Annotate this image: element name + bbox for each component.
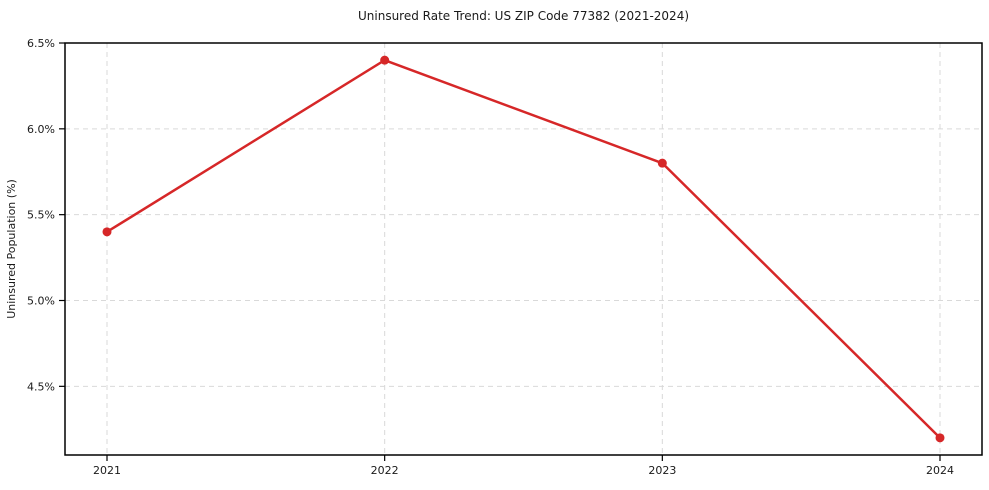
y-axis-label: Uninsured Population (%) [5, 179, 18, 319]
y-tick-label: 4.5% [27, 380, 55, 393]
x-tick-label: 2021 [93, 464, 121, 477]
y-tick-label: 5.5% [27, 209, 55, 222]
x-tick-label: 2024 [926, 464, 954, 477]
axis-layer: 4.5% 5.0% 5.5% 6.0% 6.5% 2021 2022 2023 2024 [27, 37, 954, 477]
x-tick-label: 2022 [371, 464, 399, 477]
data-point-2021 [102, 227, 112, 237]
grid-layer [65, 42, 982, 455]
y-tick-label: 5.0% [27, 295, 55, 308]
data-point-2023 [657, 158, 667, 168]
data-point-2022 [380, 55, 390, 65]
y-tick-label: 6.5% [27, 37, 55, 50]
y-tick-label: 6.0% [27, 123, 55, 136]
trend-line [105, 58, 942, 440]
chart-title: Uninsured Rate Trend: US ZIP Code 77382 … [358, 9, 689, 23]
plot-border [64, 42, 983, 456]
series-layer [102, 55, 945, 443]
data-point-2024 [935, 433, 945, 443]
x-tick-label: 2023 [648, 464, 676, 477]
